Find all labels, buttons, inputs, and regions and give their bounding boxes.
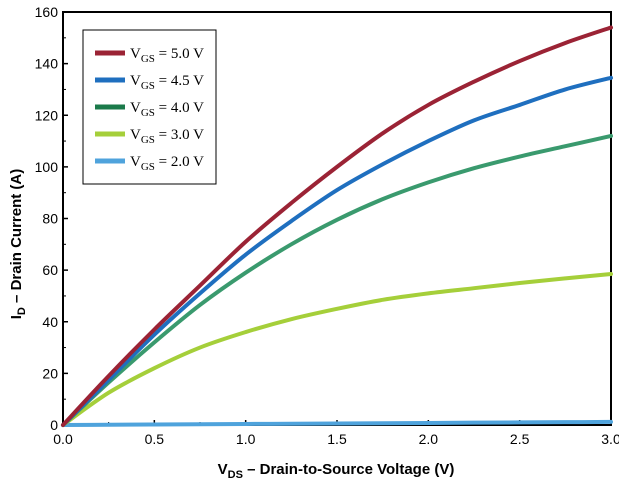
y-tick-label: 40 bbox=[42, 314, 58, 330]
legend-label: VGS = 5.0 V bbox=[130, 46, 204, 65]
x-tick-label: 1.0 bbox=[236, 431, 256, 447]
series-line-1 bbox=[61, 25, 613, 427]
y-tick-label: 120 bbox=[35, 107, 59, 123]
y-tick-label: 0 bbox=[50, 417, 58, 433]
legend-entry: VGS = 3.0 V bbox=[95, 127, 204, 146]
legend-entry: VGS = 5.0 V bbox=[95, 46, 204, 65]
legend-label: VGS = 4.0 V bbox=[130, 100, 204, 119]
series-line-2 bbox=[61, 75, 613, 427]
series-layer bbox=[61, 25, 613, 427]
legend-entry: VGS = 4.5 V bbox=[95, 73, 204, 92]
x-axis-title-rest: – Drain-to-Source Voltage (V) bbox=[243, 461, 454, 478]
y-axis-title-sub: D bbox=[16, 307, 28, 315]
x-tick-label: 2.5 bbox=[510, 431, 530, 447]
x-tick-label: 0.0 bbox=[53, 431, 73, 447]
series-line-5 bbox=[61, 419, 613, 427]
legend-entry: VGS = 4.0 V bbox=[95, 100, 204, 119]
y-tick-label: 20 bbox=[42, 365, 58, 381]
y-tick-label: 60 bbox=[42, 262, 58, 278]
y-tick-label: 100 bbox=[35, 159, 59, 175]
x-tick-label: 1.5 bbox=[327, 431, 347, 447]
legend-label: VGS = 3.0 V bbox=[130, 127, 204, 146]
y-tick-label: 160 bbox=[35, 4, 59, 20]
x-tick-label: 2.0 bbox=[419, 431, 439, 447]
legend-entry: VGS = 2.0 V bbox=[95, 154, 204, 173]
series-line-4 bbox=[61, 272, 613, 427]
legend-label: VGS = 2.0 V bbox=[130, 154, 204, 173]
x-axis-title-sub: DS bbox=[228, 469, 243, 481]
y-axis-title: ID – Drain Current (A) bbox=[8, 169, 28, 319]
x-tick-label: 3.0 bbox=[601, 431, 619, 447]
x-axis-title: VDS – Drain-to-Source Voltage (V) bbox=[218, 461, 455, 481]
y-axis-title-main: I bbox=[8, 315, 25, 319]
x-axis-title-main: V bbox=[218, 461, 228, 478]
y-tick-label: 80 bbox=[42, 211, 58, 227]
x-tick-label: 0.5 bbox=[145, 431, 165, 447]
series-line-3 bbox=[61, 133, 613, 427]
legend-label: VGS = 4.5 V bbox=[130, 73, 204, 92]
y-tick-label: 140 bbox=[35, 56, 59, 72]
y-axis-title-rest: – Drain Current (A) bbox=[8, 169, 25, 307]
legend: VGS = 5.0 V VGS = 4.5 V VGS = 4.0 V VGS = 3… bbox=[82, 29, 217, 185]
